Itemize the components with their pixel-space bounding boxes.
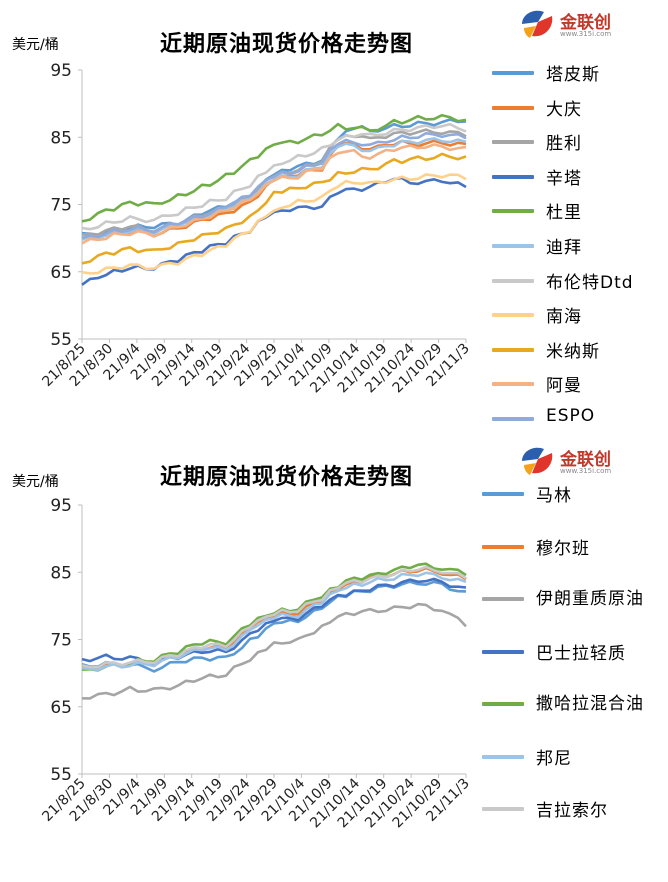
y-tick-label: 75 <box>50 196 72 216</box>
brand-logo-url: www.315i.com <box>560 467 612 475</box>
legend-label: 马林 <box>536 486 572 506</box>
chart-panel-bottom: 美元/桶 近期原油现货价格走势图 金联创 www.315i.com 95 85 75… <box>0 441 668 882</box>
legend-label: 南海 <box>546 307 582 328</box>
brand-logo-text: 金联创 <box>560 13 611 33</box>
legend-swatch <box>482 807 524 811</box>
legend-label: 大庆 <box>546 99 582 120</box>
legend-swatch <box>482 702 524 706</box>
legend-swatch <box>492 417 534 421</box>
brand-logo-icon <box>522 10 553 38</box>
legend-item: 胜利 <box>492 127 668 161</box>
series-line-2 <box>81 139 467 240</box>
series-line-9 <box>81 152 467 265</box>
y-tick-label: 65 <box>50 263 72 283</box>
y-tick-label: 75 <box>50 631 72 651</box>
legend-swatch <box>482 754 524 759</box>
legend-swatch <box>482 544 524 549</box>
legend-swatch <box>482 597 524 601</box>
brand-logo-icon <box>522 447 553 475</box>
legend-item: 米纳斯 <box>492 335 668 369</box>
legend-label: 塔皮斯 <box>546 65 600 85</box>
series-line-8 <box>81 173 467 275</box>
legend-label: 辛塔 <box>546 168 582 189</box>
y-axis-unit-label: 美元/桶 <box>12 37 59 53</box>
legend-label: 胜利 <box>546 134 582 155</box>
legend-item: 伊朗重质原油 <box>482 584 668 618</box>
legend-label: 撒哈拉混合油 <box>536 694 644 714</box>
y-axis-unit-label: 美元/桶 <box>12 474 59 490</box>
legend-item: 杜里 <box>492 196 668 230</box>
y-tick-label: 55 <box>50 330 72 350</box>
series-line-1 <box>81 580 467 673</box>
legend-label: 迪拜 <box>546 238 582 258</box>
legend-label: ESPO <box>546 406 596 426</box>
chart-plot-area: 958575655521/8/2521/8/3021/9/421/9/921/9… <box>39 496 472 831</box>
legend-swatch <box>492 174 534 179</box>
legend-swatch <box>492 105 534 110</box>
series-line-5 <box>81 113 467 223</box>
legend-label: 阿曼 <box>546 376 582 397</box>
brand-logo: 金联创 www.315i.com <box>518 443 638 479</box>
legend-label: 伊朗重质原油 <box>536 589 644 609</box>
legend-swatch <box>492 347 534 352</box>
legend-swatch <box>492 71 534 75</box>
legend-label: 杜里 <box>546 203 582 224</box>
legend-swatch <box>492 278 534 283</box>
series-line-6 <box>81 571 467 672</box>
y-tick-label: 95 <box>50 496 72 516</box>
y-tick-label: 85 <box>50 563 72 583</box>
brand-logo: 金联创 www.315i.com <box>518 6 638 42</box>
legend-swatch <box>492 209 534 214</box>
legend-label: 吉拉索尔 <box>536 801 608 821</box>
legend-item: 吉拉索尔 <box>482 794 668 828</box>
legend-item: ESPO <box>492 404 668 438</box>
chart-title: 近期原油现货价格走势图 <box>160 32 414 57</box>
legend-label: 巴士拉轻质 <box>536 643 626 664</box>
legend-swatch <box>482 492 524 496</box>
legend-label: 布伦特Dtd <box>546 272 634 293</box>
legend-item: 辛塔 <box>492 162 668 196</box>
legend-item: 巴士拉轻质 <box>482 637 668 671</box>
y-tick-label: 95 <box>50 61 72 81</box>
brand-logo-text: 金联创 <box>560 450 611 470</box>
y-tick-label: 65 <box>50 698 72 718</box>
series-line-7 <box>81 122 467 231</box>
legend-item: 马林 <box>482 479 668 513</box>
legend-swatch <box>482 649 524 654</box>
chart-title: 近期原油现货价格走势图 <box>160 465 414 490</box>
legend-swatch <box>492 244 534 248</box>
legend-swatch <box>492 140 534 145</box>
series-line-7 <box>81 565 467 669</box>
y-tick-label: 85 <box>50 128 72 148</box>
series-line-4 <box>81 577 467 665</box>
legend-label: 邦尼 <box>536 748 572 769</box>
y-tick-label: 55 <box>50 765 72 785</box>
series-line-10 <box>81 143 467 245</box>
chart-panel-top: 美元/桶 近期原油现货价格走势图 金联创 www.315i.com 95 85 75… <box>12 6 668 438</box>
legend-item: 南海 <box>492 300 668 334</box>
series-line-11 <box>81 131 467 240</box>
legend-item: 塔皮斯 <box>492 58 668 92</box>
legend-label: 穆尔班 <box>536 538 590 559</box>
legend-swatch <box>492 382 534 387</box>
legend-item: 撒哈拉混合油 <box>482 689 668 723</box>
legend-item: 穆尔班 <box>482 532 668 566</box>
legend-item: 大庆 <box>492 93 668 127</box>
legend-item: 布伦特Dtd <box>492 266 668 300</box>
legend-item: 阿曼 <box>492 369 668 403</box>
series-line-3 <box>81 602 467 700</box>
legend-item: 邦尼 <box>482 742 668 776</box>
legend-item: 迪拜 <box>492 231 668 265</box>
legend-label: 米纳斯 <box>546 341 600 362</box>
brand-logo-url: www.315i.com <box>560 30 612 38</box>
chart-plot-area: 958575655521/8/2521/8/3021/9/421/9/921/9… <box>39 61 472 396</box>
legend-swatch <box>492 313 534 318</box>
